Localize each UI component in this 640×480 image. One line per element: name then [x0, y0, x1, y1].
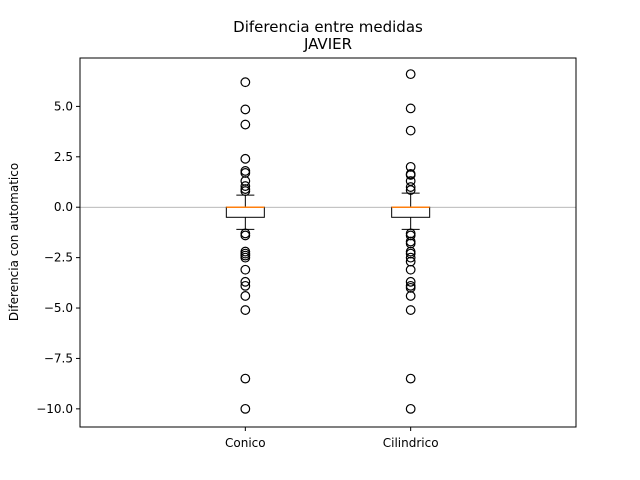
outlier-point	[240, 77, 251, 88]
outlier-point	[240, 119, 251, 130]
outlier-point	[240, 181, 251, 191]
outlier-point	[240, 264, 251, 275]
outlier-point	[240, 403, 251, 414]
plot-area: 5.0 2.5 0.0 −2.5 −5.0 −7.5 −10.0 Conico Cilindri…	[36, 69, 576, 450]
outlier-point	[240, 104, 251, 115]
y-tick-label: 5.0	[54, 99, 73, 113]
outlier-point	[405, 291, 416, 301]
chart-subtitle: JAVIER	[303, 35, 352, 53]
outlier-point	[240, 186, 251, 196]
outlier-point	[240, 252, 251, 263]
y-tick-label: −7.5	[44, 351, 73, 365]
outlier-point	[405, 185, 416, 195]
x-tick-label: Cilindrico	[383, 436, 439, 450]
y-tick-label: 2.5	[54, 150, 73, 164]
outlier-point	[240, 230, 251, 241]
outlier-point	[405, 170, 416, 180]
y-tick-label: −10.0	[36, 402, 73, 416]
y-axis-label: Diferencia con automatico	[7, 163, 21, 321]
x-tick-label: Conico	[225, 436, 266, 450]
outlier-point	[405, 264, 416, 275]
outlier-point	[405, 125, 416, 136]
plot-frame	[79, 57, 577, 428]
y-tick-label: −5.0	[44, 301, 73, 315]
outlier-point	[405, 403, 416, 414]
y-tick-label: 0.0	[54, 200, 73, 214]
chart-title: Diferencia entre medidas	[233, 18, 423, 36]
outlier-point	[405, 69, 416, 80]
outlier-point	[240, 276, 251, 287]
outlier-point	[405, 182, 416, 192]
outlier-point	[240, 153, 251, 164]
outlier-point	[405, 373, 416, 384]
outlier-point	[405, 305, 416, 315]
outlier-point	[240, 373, 251, 384]
outlier-point	[240, 280, 251, 291]
outlier-point	[405, 103, 416, 114]
y-tick-label: −2.5	[44, 251, 73, 265]
outlier-point	[405, 276, 416, 287]
outlier-point	[240, 291, 251, 301]
outlier-point	[240, 305, 251, 315]
outlier-point	[405, 252, 416, 263]
